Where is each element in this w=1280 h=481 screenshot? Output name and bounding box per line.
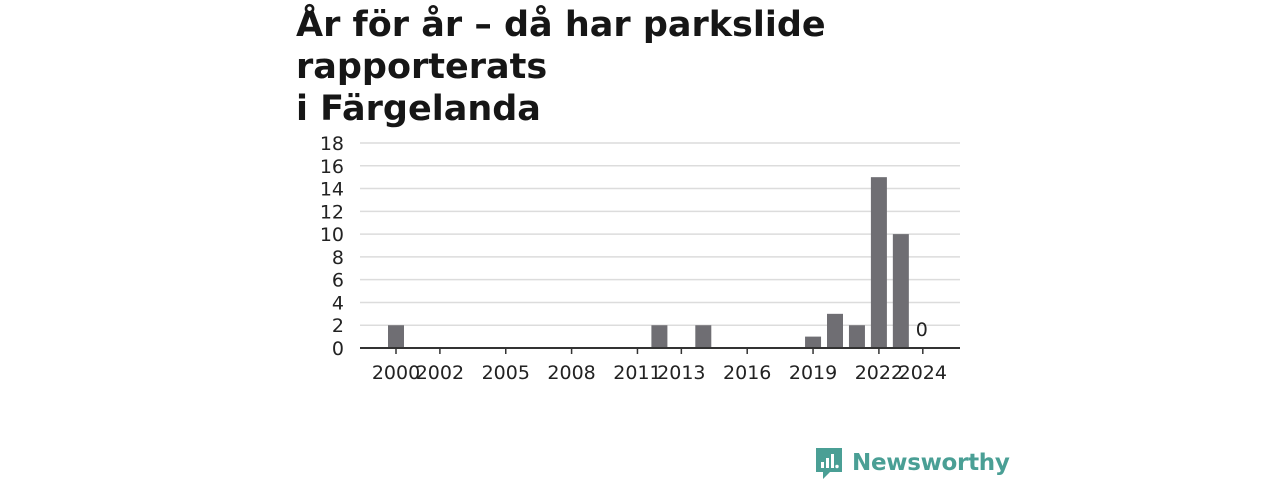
- x-tick-label-2000: 2000: [372, 362, 420, 384]
- annotations: 0: [916, 319, 928, 341]
- x-tick-label-2024: 2024: [899, 362, 947, 384]
- y-tick-label-18: 18: [320, 133, 344, 155]
- chart-title-line-1: År för år – då har parkslide rapporterat…: [296, 5, 826, 87]
- x-tick-label-2005: 2005: [482, 362, 530, 384]
- y-tick-label-16: 16: [320, 156, 344, 178]
- x-tick-label-2002: 2002: [416, 362, 464, 384]
- newsworthy-brand: Newsworthy: [814, 445, 1010, 481]
- bar-2021: [848, 325, 865, 348]
- x-tick-label-2019: 2019: [789, 362, 837, 384]
- x-tick-label-2008: 2008: [547, 362, 595, 384]
- newsworthy-logo-icon: [816, 448, 842, 479]
- x-tick-label-2022: 2022: [855, 362, 903, 384]
- y-tick-label-12: 12: [320, 201, 344, 223]
- bar-2020: [827, 313, 843, 348]
- chart-title-line-2: i Färgelanda: [296, 89, 541, 129]
- bar-2023: [892, 234, 909, 348]
- y-tick-label-0: 0: [332, 338, 344, 360]
- bar-2019: [805, 336, 822, 348]
- data-label-2024: 0: [916, 319, 928, 341]
- y-tick-label-2: 2: [332, 315, 344, 337]
- x-tick-label-2013: 2013: [657, 362, 705, 384]
- bars: [388, 177, 909, 348]
- y-tick-label-8: 8: [332, 247, 344, 269]
- x-tick-label-2016: 2016: [723, 362, 771, 384]
- x-tick-label-2011: 2011: [613, 362, 661, 384]
- grid-lines: [360, 142, 960, 326]
- bar-2000: [388, 325, 404, 348]
- bar-2014: [695, 325, 712, 348]
- y-tick-label-14: 14: [320, 179, 344, 201]
- y-tick-label-10: 10: [320, 224, 344, 246]
- y-tick-label-4: 4: [332, 292, 344, 314]
- bar-2022: [870, 177, 887, 348]
- y-tick-label-6: 6: [332, 270, 344, 292]
- brand-name: Newsworthy: [852, 450, 1010, 476]
- chart-title: År för år – då har parkslide rapporterat…: [296, 4, 1016, 130]
- bar-2012: [651, 325, 668, 348]
